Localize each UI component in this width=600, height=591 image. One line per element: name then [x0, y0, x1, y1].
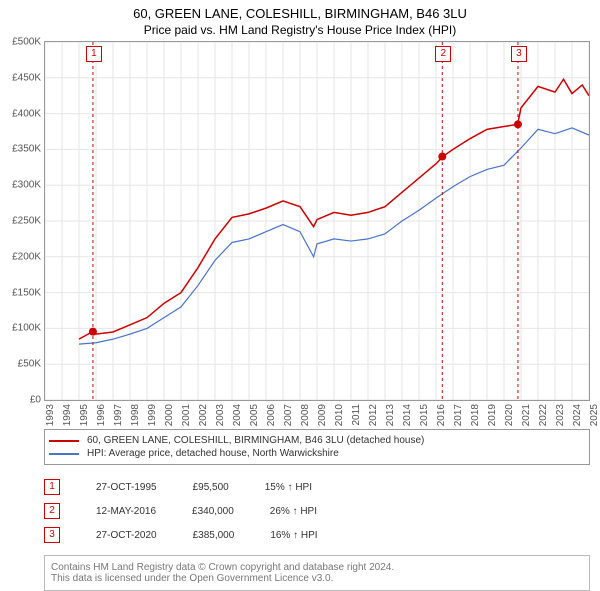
y-axis-label: £400K [12, 108, 45, 119]
marker-box-2: 2 [435, 46, 451, 62]
y-axis-label: £100K [12, 323, 45, 334]
marker-key-3: 3 [44, 527, 60, 543]
marker-price: £340,000 [192, 506, 234, 517]
legend-swatch [49, 453, 79, 455]
plot-region: £0£50K£100K£150K£200K£250K£300K£350K£400… [44, 41, 590, 401]
marker-delta: 26% ↑ HPI [270, 506, 317, 517]
footer: Contains HM Land Registry data © Crown c… [44, 555, 590, 591]
y-axis-label: £300K [12, 180, 45, 191]
legend-swatch [49, 440, 79, 442]
y-axis-label: £500K [12, 37, 45, 48]
y-axis-label: £250K [12, 216, 45, 227]
marker-key-1: 1 [44, 479, 60, 495]
legend-item: 60, GREEN LANE, COLESHILL, BIRMINGHAM, B… [49, 434, 585, 447]
marker-date: 27-OCT-2020 [96, 530, 157, 541]
legend-item: HPI: Average price, detached house, Nort… [49, 447, 585, 460]
marker-row: 1 27-OCT-1995 £95,500 15% ↑ HPI [44, 475, 590, 499]
marker-box-3: 3 [511, 46, 527, 62]
legend-label: HPI: Average price, detached house, Nort… [87, 448, 339, 459]
chart-area: £0£50K£100K£150K£200K£250K£300K£350K£400… [44, 41, 590, 421]
y-axis-label: £450K [12, 72, 45, 83]
marker-date: 27-OCT-1995 [96, 482, 157, 493]
plot-svg [45, 42, 589, 400]
legend: 60, GREEN LANE, COLESHILL, BIRMINGHAM, B… [44, 429, 590, 465]
y-axis-label: £0 [30, 395, 45, 406]
y-axis-label: £50K [18, 359, 45, 370]
marker-box-1: 1 [86, 46, 102, 62]
marker-price: £95,500 [193, 482, 229, 493]
marker-delta: 16% ↑ HPI [270, 530, 317, 541]
marker-row: 2 12-MAY-2016 £340,000 26% ↑ HPI [44, 499, 590, 523]
chart-subtitle: Price paid vs. HM Land Registry's House … [0, 21, 600, 41]
y-axis-label: £150K [12, 287, 45, 298]
marker-row: 3 27-OCT-2020 £385,000 16% ↑ HPI [44, 523, 590, 547]
markers-table: 1 27-OCT-1995 £95,500 15% ↑ HPI 2 12-MAY-2016… [44, 475, 590, 547]
chart-title: 60, GREEN LANE, COLESHILL, BIRMINGHAM, B… [0, 0, 600, 21]
marker-price: £385,000 [193, 530, 235, 541]
marker-date: 12-MAY-2016 [96, 506, 156, 517]
footer-line-2: This data is licensed under the Open Gov… [51, 573, 583, 584]
marker-key-2: 2 [44, 503, 60, 519]
y-axis-label: £200K [12, 251, 45, 262]
legend-label: 60, GREEN LANE, COLESHILL, BIRMINGHAM, B… [87, 435, 424, 446]
y-axis-label: £350K [12, 144, 45, 155]
chart-container: 60, GREEN LANE, COLESHILL, BIRMINGHAM, B… [0, 0, 600, 590]
marker-delta: 15% ↑ HPI [265, 482, 312, 493]
footer-line-1: Contains HM Land Registry data © Crown c… [51, 562, 583, 573]
